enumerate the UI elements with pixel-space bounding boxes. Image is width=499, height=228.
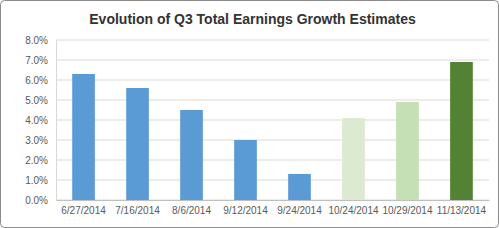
grid-line <box>56 60 489 61</box>
y-tick: 2.0% <box>25 155 56 166</box>
y-tick: 5.0% <box>25 95 56 106</box>
x-tick-label: 8/6/2014 <box>172 205 211 216</box>
x-tick-label: 9/24/2014 <box>277 205 322 216</box>
x-tick: 9/24/2014 <box>277 200 322 216</box>
bar <box>126 88 149 200</box>
y-axis-line <box>56 41 57 201</box>
y-tick: 6.0% <box>25 75 56 86</box>
grid-line <box>56 180 489 181</box>
grid-line <box>56 160 489 161</box>
y-tick: 7.0% <box>25 55 56 66</box>
y-tick: 0.0% <box>25 195 56 206</box>
y-tick-label: 1.0% <box>25 175 48 186</box>
title: Evolution of Q3 Total Earnings Growth Es… <box>89 11 416 27</box>
bar <box>72 74 95 200</box>
grid-line <box>56 80 489 81</box>
frame <box>1 1 499 228</box>
grid-line <box>56 140 489 141</box>
x-tick: 8/6/2014 <box>172 200 211 216</box>
bar <box>342 118 365 200</box>
x-tick: 7/16/2014 <box>115 200 160 216</box>
y-tick: 4.0% <box>25 115 56 126</box>
bar <box>288 174 311 200</box>
bars <box>72 62 473 200</box>
x-tick: 6/27/2014 <box>61 200 106 216</box>
x-tick-label: 7/16/2014 <box>115 205 160 216</box>
y-tick-label: 3.0% <box>25 135 48 146</box>
y-tick: 8.0% <box>25 35 56 46</box>
plot: 0.0% 1.0% 2.0% 3.0% 4.0% 5.0% 6.0% 7.0% 8.0% 6/27… <box>25 35 489 216</box>
y-tick: 1.0% <box>25 175 56 186</box>
y-tick: 3.0% <box>25 135 56 146</box>
grid-line <box>56 120 489 121</box>
bar <box>450 62 473 200</box>
x-tick-label: 6/27/2014 <box>61 205 106 216</box>
y-tick-label: 6.0% <box>25 75 48 86</box>
y-axis: 0.0% 1.0% 2.0% 3.0% 4.0% 5.0% 6.0% 7.0% 8.0% <box>25 35 56 206</box>
grid <box>56 40 489 200</box>
x-tick: 11/13/2014 <box>437 200 487 216</box>
x-tick-label: 10/29/2014 <box>382 205 432 216</box>
y-tick-label: 7.0% <box>25 55 48 66</box>
x-tick-label: 9/12/2014 <box>223 205 268 216</box>
bar <box>234 140 257 200</box>
bar <box>396 102 419 200</box>
grid-line <box>56 40 489 41</box>
x-axis-line <box>57 200 490 201</box>
grid-line <box>56 100 489 101</box>
x-tick-label: 11/13/2014 <box>437 205 487 216</box>
chart: Evolution of Q3 Total Earnings Growth Es… <box>0 0 499 228</box>
bar <box>180 110 203 200</box>
y-tick-label: 0.0% <box>25 195 48 206</box>
x-axis: 6/27/2014 7/16/2014 8/6/2014 9/12/2014 9/24/… <box>57 200 490 216</box>
y-tick-label: 2.0% <box>25 155 48 166</box>
grid-line <box>56 200 489 201</box>
x-tick: 9/12/2014 <box>223 200 268 216</box>
y-tick-label: 5.0% <box>25 95 48 106</box>
y-tick-label: 8.0% <box>25 35 48 46</box>
x-tick-label: 10/24/2014 <box>328 205 378 216</box>
x-tick: 10/24/2014 <box>328 200 378 216</box>
y-tick-label: 4.0% <box>25 115 48 126</box>
x-tick: 10/29/2014 <box>382 200 432 216</box>
